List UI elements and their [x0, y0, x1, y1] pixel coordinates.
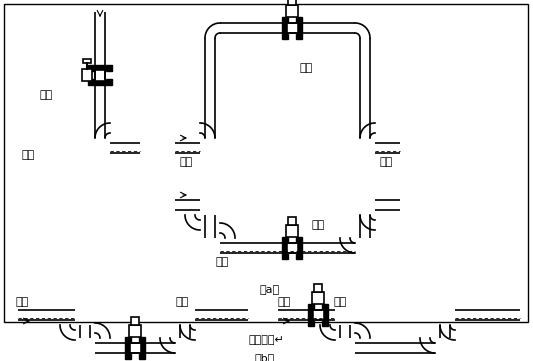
- Bar: [322, 304, 328, 326]
- Text: 液体: 液体: [180, 157, 193, 167]
- Bar: [288, 243, 296, 253]
- Bar: [288, 217, 296, 225]
- Bar: [314, 310, 322, 320]
- Bar: [88, 79, 112, 85]
- Bar: [95, 71, 105, 79]
- Bar: [312, 292, 324, 304]
- Text: （b）: （b）: [255, 353, 275, 361]
- Text: 正确: 正确: [40, 90, 53, 100]
- Text: （a）: （a）: [260, 285, 280, 295]
- Bar: [82, 69, 92, 81]
- Bar: [125, 337, 131, 359]
- Text: 气泡: 气泡: [278, 297, 291, 307]
- Bar: [139, 337, 145, 359]
- Bar: [288, 0, 296, 5]
- Bar: [308, 304, 314, 326]
- Bar: [129, 325, 141, 337]
- Bar: [131, 343, 139, 353]
- Text: 液体: 液体: [380, 157, 393, 167]
- Bar: [282, 17, 288, 39]
- Bar: [282, 237, 288, 259]
- Text: 气泡: 气泡: [334, 297, 348, 307]
- Bar: [4, 4, 528, 322]
- Text: 气泡: 气泡: [16, 297, 29, 307]
- Text: 液体: 液体: [22, 150, 35, 160]
- Bar: [296, 17, 302, 39]
- Bar: [286, 5, 298, 17]
- Text: 错误: 错误: [312, 220, 325, 230]
- Text: 液体: 液体: [215, 257, 228, 267]
- Bar: [83, 59, 91, 63]
- Text: 气泡: 气泡: [175, 297, 188, 307]
- Bar: [286, 225, 298, 237]
- Bar: [88, 65, 112, 71]
- Text: 正确: 正确: [300, 63, 313, 73]
- Text: 图（四）↵: 图（四）↵: [248, 335, 284, 345]
- Bar: [288, 23, 296, 33]
- Bar: [296, 237, 302, 259]
- Bar: [314, 284, 322, 292]
- Bar: [131, 317, 139, 325]
